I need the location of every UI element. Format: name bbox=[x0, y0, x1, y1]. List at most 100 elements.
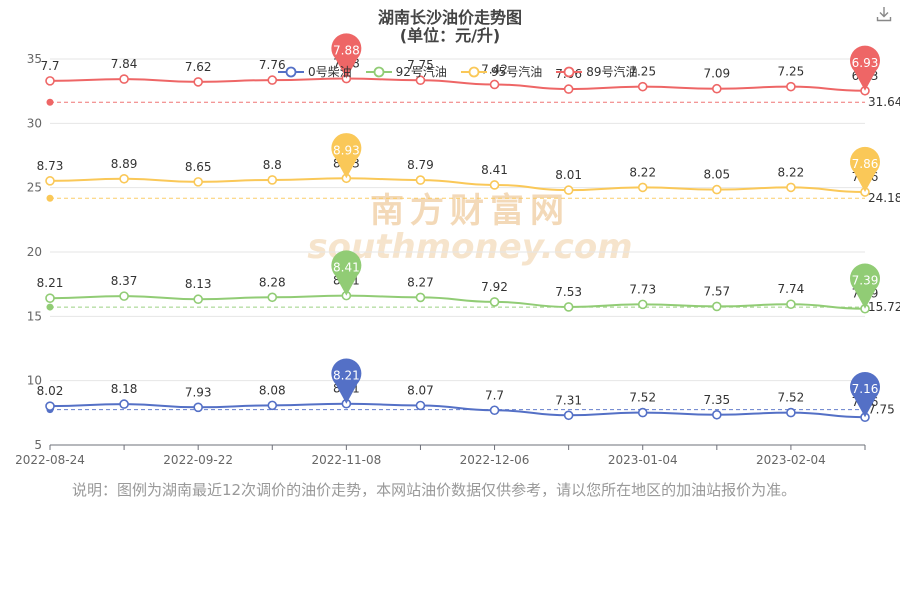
data-label: 8.07 bbox=[407, 383, 434, 397]
data-label: 7.73 bbox=[629, 282, 656, 296]
data-point bbox=[267, 292, 278, 303]
min-pin-label: 6.93 bbox=[852, 56, 879, 70]
y-tick-label: 25 bbox=[27, 181, 42, 195]
min-pin bbox=[850, 263, 881, 309]
x-tick-label: 2022-12-06 bbox=[460, 453, 530, 467]
data-point bbox=[563, 84, 574, 94]
legend-item[interactable]: 89号汽油 bbox=[556, 63, 637, 80]
y-tick-label: 20 bbox=[27, 245, 42, 259]
y-tick-label: 15 bbox=[27, 309, 42, 323]
data-point bbox=[119, 74, 129, 84]
legend-symbol bbox=[365, 66, 392, 77]
data-point bbox=[267, 400, 278, 411]
legend-symbol bbox=[460, 66, 487, 77]
data-point bbox=[712, 184, 722, 195]
data-label: 7.09 bbox=[703, 67, 730, 81]
data-point bbox=[415, 175, 426, 185]
max-pin-label: 7.88 bbox=[333, 44, 360, 58]
data-label: 7.31 bbox=[555, 393, 582, 407]
x-tick-label: 2022-11-08 bbox=[311, 453, 381, 467]
data-point bbox=[45, 76, 55, 86]
chart-title: 湖南长沙油价走势图 bbox=[377, 8, 522, 27]
average-start-marker bbox=[46, 303, 54, 311]
data-label: 7.52 bbox=[629, 391, 656, 405]
y-tick-label: 30 bbox=[27, 116, 42, 130]
legend-symbol bbox=[556, 66, 583, 77]
data-label: 7.53 bbox=[555, 285, 582, 299]
data-label: 7.35 bbox=[703, 393, 730, 407]
data-point bbox=[119, 173, 129, 184]
data-label: 7.62 bbox=[185, 60, 212, 74]
watermark: 南方财富网 bbox=[370, 191, 570, 231]
data-label: 7.25 bbox=[778, 65, 805, 79]
legend-label: 92号汽油 bbox=[395, 65, 447, 79]
data-point bbox=[119, 399, 129, 409]
y-tick-label: 10 bbox=[27, 374, 42, 388]
legend-item[interactable]: 92号汽油 bbox=[365, 63, 447, 80]
average-start-marker bbox=[46, 194, 54, 202]
x-tick-label: 2023-02-04 bbox=[756, 453, 826, 467]
data-point bbox=[712, 409, 722, 420]
data-point bbox=[786, 407, 796, 418]
data-point bbox=[193, 294, 203, 305]
average-start-marker bbox=[46, 98, 54, 106]
data-point bbox=[415, 292, 426, 303]
data-label: 8.41 bbox=[481, 163, 508, 177]
data-label: 7.7 bbox=[40, 59, 59, 73]
min-pin-label: 7.86 bbox=[852, 157, 879, 171]
data-label: 8.89 bbox=[111, 157, 138, 171]
download-icon[interactable] bbox=[876, 6, 892, 22]
data-label: 8.28 bbox=[259, 275, 286, 289]
series-line bbox=[49, 177, 866, 194]
data-label: 8.02 bbox=[37, 384, 64, 398]
chart-note: 说明：图例为湖南最近12次调价的油价走势，本网站油价数据仅供参考，请以您所在地区… bbox=[72, 481, 797, 499]
data-label: 8.01 bbox=[555, 168, 582, 182]
data-point bbox=[786, 81, 796, 92]
data-point bbox=[637, 81, 648, 92]
max-pin-label: 8.93 bbox=[333, 143, 360, 157]
data-point bbox=[563, 185, 574, 195]
min-pin bbox=[850, 45, 881, 91]
data-label: 7.57 bbox=[703, 284, 730, 298]
min-pin-label: 7.16 bbox=[852, 382, 879, 396]
y-tick-label: 5 bbox=[34, 438, 42, 452]
data-label: 8.8 bbox=[263, 158, 282, 172]
y-tick-label: 35 bbox=[27, 52, 42, 66]
data-label: 8.08 bbox=[259, 383, 286, 397]
average-label: 7.75 bbox=[868, 403, 895, 417]
data-label: 8.73 bbox=[37, 159, 64, 173]
legend-item[interactable]: 0号柴油 bbox=[278, 63, 352, 80]
data-label: 7.75 bbox=[407, 58, 434, 72]
max-pin-label: 8.21 bbox=[333, 369, 360, 383]
max-pin-label: 8.41 bbox=[333, 261, 360, 275]
data-label: 8.22 bbox=[629, 165, 656, 179]
data-point bbox=[637, 407, 648, 418]
max-pin bbox=[331, 250, 362, 296]
data-point bbox=[267, 75, 278, 85]
legend-item[interactable]: 95号汽油 bbox=[460, 63, 542, 80]
data-point bbox=[193, 77, 203, 87]
data-point bbox=[267, 175, 278, 185]
max-pin bbox=[331, 33, 362, 79]
data-point bbox=[563, 302, 574, 312]
data-point bbox=[786, 182, 796, 193]
data-label: 8.21 bbox=[37, 276, 64, 290]
data-point bbox=[489, 180, 500, 190]
data-point bbox=[45, 176, 55, 186]
data-label: 7.7 bbox=[485, 388, 504, 402]
data-point bbox=[415, 400, 426, 411]
data-label: 7.93 bbox=[185, 385, 212, 399]
chart-subtitle: (单位：元/升) bbox=[399, 26, 501, 45]
chart-legend: 0号柴油 92号汽油 95号汽油 89号汽油 bbox=[278, 63, 637, 80]
data-label: 8.37 bbox=[111, 274, 138, 288]
max-pin bbox=[331, 133, 362, 179]
average-label: 24.18 bbox=[868, 191, 900, 205]
data-label: 8.05 bbox=[703, 168, 730, 182]
average-label: 15.72 bbox=[868, 300, 900, 314]
min-pin-label: 7.39 bbox=[852, 274, 879, 288]
data-point bbox=[45, 401, 55, 411]
series-line bbox=[49, 294, 866, 310]
data-point bbox=[712, 83, 722, 94]
legend-symbol bbox=[278, 66, 304, 77]
